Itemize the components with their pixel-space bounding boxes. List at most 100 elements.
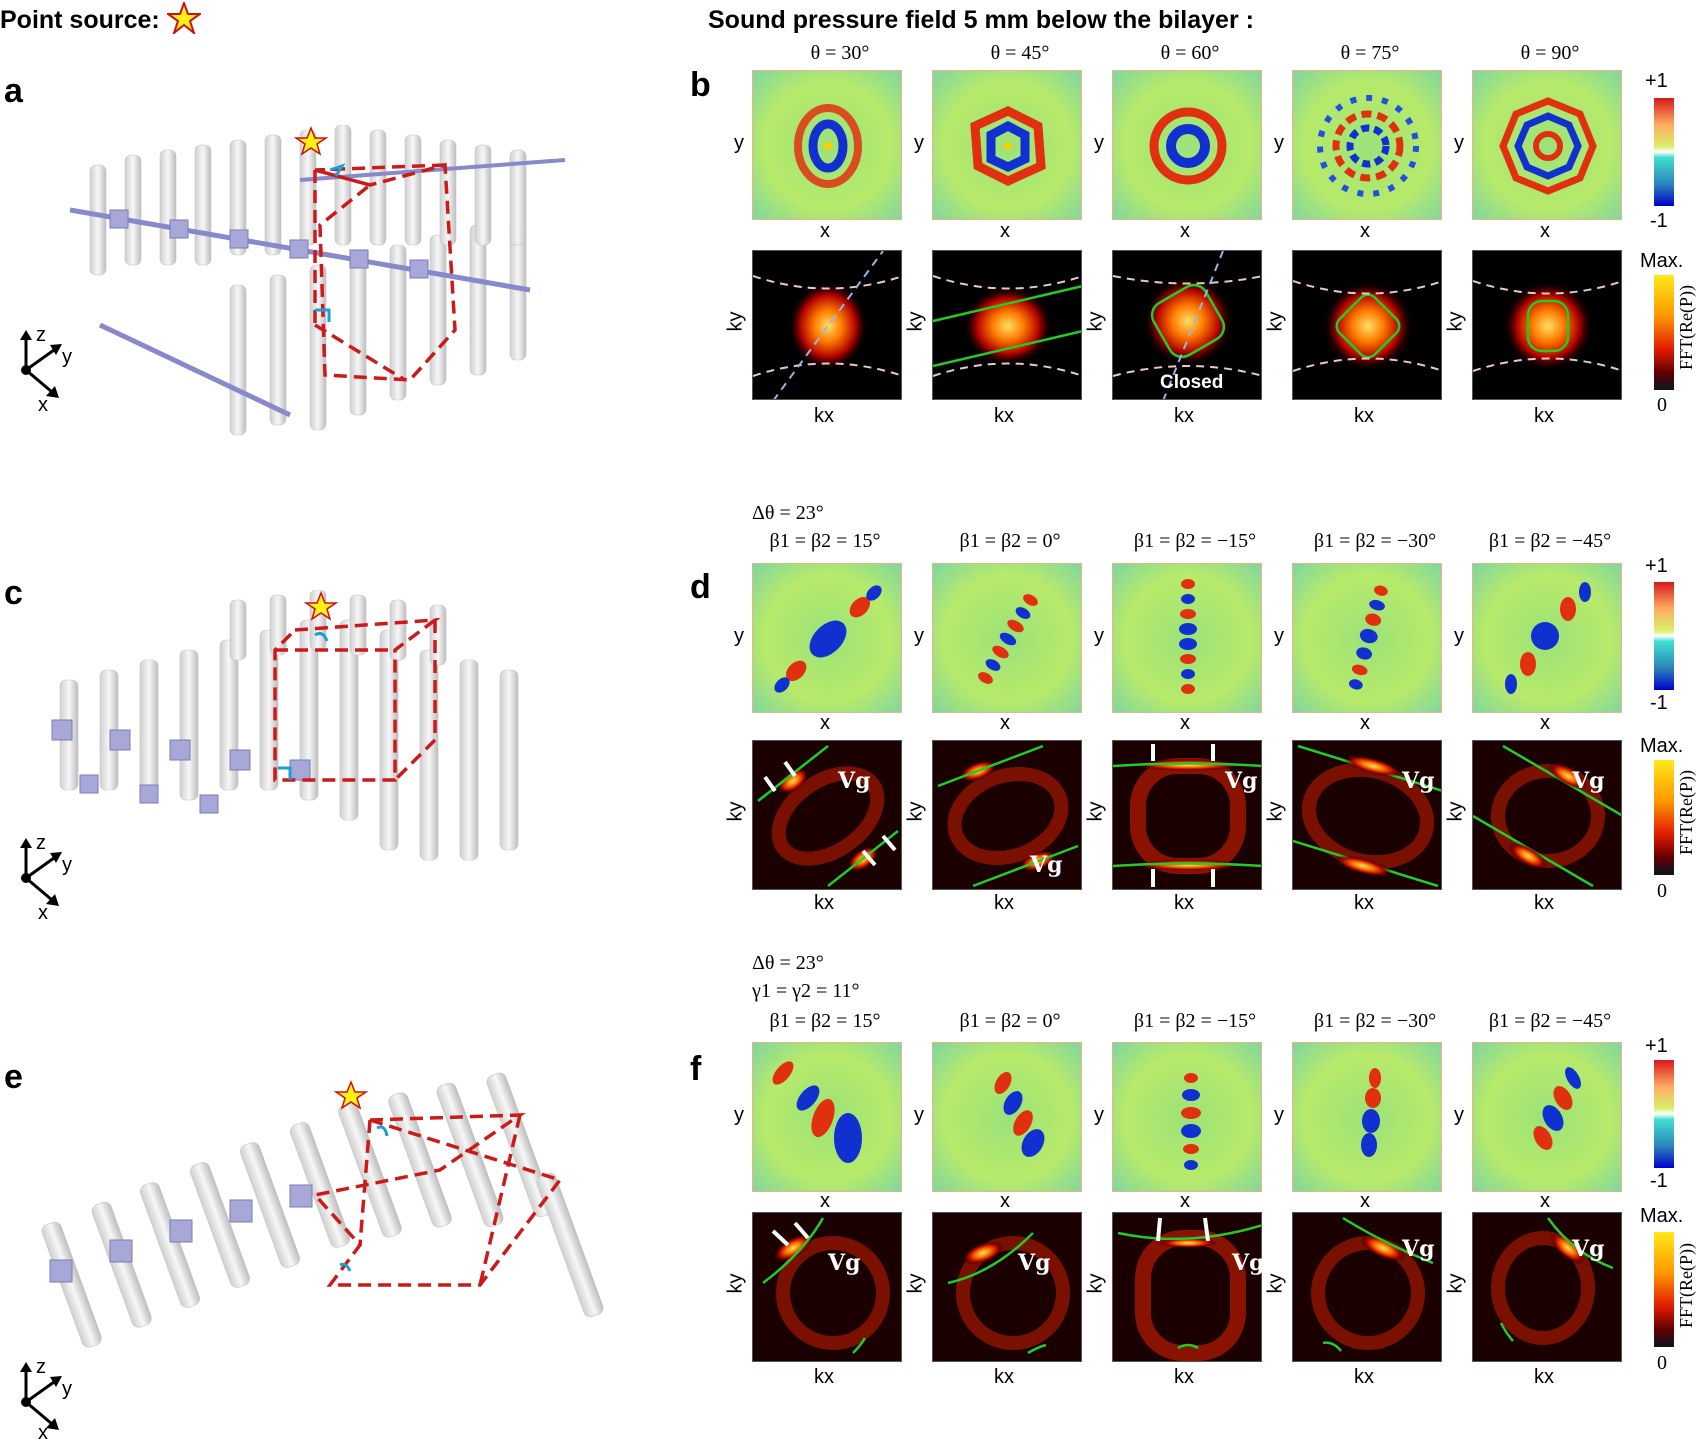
ky-axis-label: ky bbox=[1444, 801, 1467, 822]
bilayer-lattice-c bbox=[51, 590, 519, 861]
colorbar-fft bbox=[1654, 760, 1674, 875]
y-axis-label: y bbox=[914, 625, 924, 647]
bilayer-lattice-e bbox=[41, 1072, 604, 1348]
kx-axis-label: kx bbox=[814, 892, 834, 914]
ky-axis-label: ky bbox=[1444, 1273, 1467, 1294]
shared-param: γ1 = γ2 = 11° bbox=[752, 980, 860, 1002]
axis-label-y: y bbox=[62, 346, 72, 368]
pressure-map-f2 bbox=[932, 1042, 1082, 1192]
colorbar-fft-max: Max. bbox=[1640, 250, 1684, 272]
y-axis-label: y bbox=[1454, 625, 1464, 647]
field-title: Sound pressure field 5 mm below the bila… bbox=[708, 6, 1254, 34]
panel-letter-e: e bbox=[4, 1058, 23, 1096]
x-axis-label: x bbox=[1180, 220, 1190, 242]
star-icon bbox=[166, 2, 201, 34]
ky-axis-label: ky bbox=[1084, 801, 1107, 822]
colorbar-fft-min: 0 bbox=[1657, 880, 1667, 902]
axis-label-x: x bbox=[38, 394, 48, 416]
x-axis-label: x bbox=[1540, 712, 1550, 734]
pressure-map-b2 bbox=[932, 70, 1082, 220]
kx-axis-label: kx bbox=[814, 1366, 834, 1388]
pressure-map-d2 bbox=[932, 563, 1082, 713]
column-header: θ = 90° bbox=[1520, 42, 1580, 64]
column-header: θ = 60° bbox=[1160, 42, 1220, 64]
ky-axis-label: ky bbox=[1084, 311, 1107, 332]
y-axis-label: y bbox=[1094, 625, 1104, 647]
colorbar-real-max: +1 bbox=[1645, 70, 1668, 92]
colorbar-fft-max: Max. bbox=[1640, 735, 1684, 757]
pressure-map-d3 bbox=[1112, 563, 1262, 713]
y-axis-label: y bbox=[1454, 1104, 1464, 1126]
colorbar-real bbox=[1654, 98, 1674, 206]
kx-axis-label: kx bbox=[1534, 1366, 1554, 1388]
vg-label: Vg bbox=[1030, 852, 1063, 878]
panel-letter-f: f bbox=[690, 1050, 702, 1088]
column-header: θ = 30° bbox=[810, 42, 870, 64]
x-axis-label: x bbox=[1360, 1190, 1370, 1212]
column-header: β1 = β2 = 0° bbox=[959, 1010, 1061, 1032]
axis-label-y: y bbox=[62, 1378, 72, 1400]
axis-label-x: x bbox=[38, 1422, 48, 1444]
fft-map-b1 bbox=[752, 250, 902, 400]
pressure-map-f4 bbox=[1292, 1042, 1442, 1192]
shared-param: Δθ = 23° bbox=[752, 952, 824, 974]
fft-map-f4 bbox=[1292, 1212, 1442, 1362]
colorbar-real bbox=[1654, 1060, 1674, 1168]
x-axis-label: x bbox=[1540, 220, 1550, 242]
column-header: β1 = β2 = 0° bbox=[959, 530, 1061, 552]
y-axis-label: y bbox=[1454, 132, 1464, 154]
kx-axis-label: kx bbox=[1354, 1366, 1374, 1388]
x-axis-label: x bbox=[1000, 712, 1010, 734]
column-header: β1 = β2 = −30° bbox=[1313, 530, 1437, 552]
y-axis-label: y bbox=[1274, 625, 1284, 647]
fft-map-d3 bbox=[1112, 740, 1262, 890]
colorbar-real-min: -1 bbox=[1650, 692, 1668, 714]
axes-triad-c bbox=[20, 838, 62, 906]
column-header: β1 = β2 = −15° bbox=[1133, 530, 1257, 552]
vg-label: Vg bbox=[838, 768, 871, 794]
y-axis-label: y bbox=[914, 1104, 924, 1126]
x-axis-label: x bbox=[1180, 712, 1190, 734]
pressure-map-d4 bbox=[1292, 563, 1442, 713]
y-axis-label: y bbox=[734, 132, 744, 154]
fft-map-b3 bbox=[1112, 250, 1262, 400]
column-header: β1 = β2 = −45° bbox=[1488, 1010, 1612, 1032]
colorbar-real bbox=[1654, 582, 1674, 690]
column-header: β1 = β2 = −30° bbox=[1313, 1010, 1437, 1032]
kx-axis-label: kx bbox=[994, 405, 1014, 427]
vg-label: Vg bbox=[1225, 768, 1258, 794]
kx-axis-label: kx bbox=[1174, 405, 1194, 427]
fft-map-d1 bbox=[752, 740, 902, 890]
pressure-map-b3 bbox=[1112, 70, 1262, 220]
x-axis-label: x bbox=[820, 220, 830, 242]
column-header: θ = 75° bbox=[1340, 42, 1400, 64]
column-header: β1 = β2 = 15° bbox=[769, 1010, 881, 1032]
column-header: β1 = β2 = −15° bbox=[1133, 1010, 1257, 1032]
x-axis-label: x bbox=[820, 712, 830, 734]
ky-axis-label: ky bbox=[904, 801, 927, 822]
colorbar-real-min: -1 bbox=[1650, 210, 1668, 232]
axis-label-x: x bbox=[38, 902, 48, 924]
colorbar-fft-label: FFT(Re(P)) bbox=[1676, 770, 1696, 855]
panel-letter-a: a bbox=[4, 72, 23, 110]
vg-label: Vg bbox=[1402, 1236, 1435, 1262]
pressure-map-f1 bbox=[752, 1042, 902, 1192]
fft-map-b2 bbox=[932, 250, 1082, 400]
ky-axis-label: ky bbox=[724, 311, 747, 332]
vg-label: Vg bbox=[1572, 768, 1605, 794]
pressure-map-b4 bbox=[1292, 70, 1442, 220]
ky-axis-label: ky bbox=[904, 1273, 927, 1294]
colorbar-fft-min: 0 bbox=[1657, 394, 1667, 416]
ky-axis-label: ky bbox=[1264, 1273, 1287, 1294]
pressure-map-b1 bbox=[752, 70, 902, 220]
ky-axis-label: ky bbox=[1264, 801, 1287, 822]
fft-map-d5 bbox=[1472, 740, 1622, 890]
x-axis-label: x bbox=[1180, 1190, 1190, 1212]
y-axis-label: y bbox=[1094, 132, 1104, 154]
panel-letter-b: b bbox=[690, 66, 711, 104]
colorbar-fft-max: Max. bbox=[1640, 1205, 1684, 1227]
pressure-map-f3 bbox=[1112, 1042, 1262, 1192]
point-source-label: Point source: bbox=[0, 6, 160, 34]
axis-label-y: y bbox=[62, 854, 72, 876]
column-header: β1 = β2 = 15° bbox=[769, 530, 881, 552]
